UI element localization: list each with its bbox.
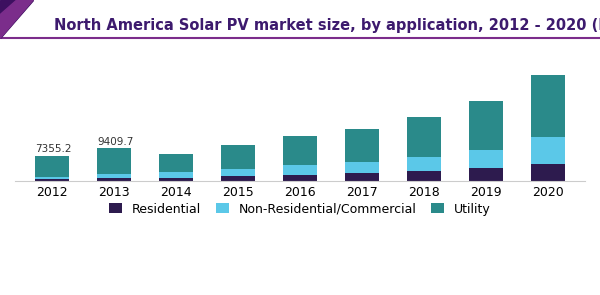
Bar xyxy=(469,101,503,150)
Bar xyxy=(35,155,69,177)
Bar xyxy=(159,173,193,178)
Bar xyxy=(35,177,69,179)
Bar xyxy=(531,137,565,164)
Bar xyxy=(407,171,441,181)
Bar xyxy=(469,150,503,168)
Bar xyxy=(97,174,131,178)
Bar xyxy=(531,75,565,137)
Legend: Residential, Non-Residential/Commercial, Utility: Residential, Non-Residential/Commercial,… xyxy=(104,198,496,221)
Bar xyxy=(221,176,255,181)
Bar xyxy=(345,173,379,181)
Bar xyxy=(407,157,441,171)
Bar xyxy=(35,179,69,181)
Bar xyxy=(345,162,379,173)
Bar xyxy=(283,165,317,175)
Bar xyxy=(159,154,193,173)
Bar xyxy=(221,145,255,169)
Bar xyxy=(469,168,503,181)
Bar xyxy=(97,148,131,174)
Bar xyxy=(345,129,379,162)
Bar xyxy=(531,164,565,181)
Text: 9409.7: 9409.7 xyxy=(97,137,134,147)
Bar xyxy=(159,178,193,181)
Bar xyxy=(97,178,131,181)
Bar xyxy=(283,175,317,181)
Bar xyxy=(407,117,441,157)
Bar xyxy=(283,136,317,165)
Text: 7355.2: 7355.2 xyxy=(35,144,72,154)
Text: North America Solar PV market size, by application, 2012 - 2020 (MW): North America Solar PV market size, by a… xyxy=(54,18,600,32)
Bar xyxy=(221,169,255,176)
